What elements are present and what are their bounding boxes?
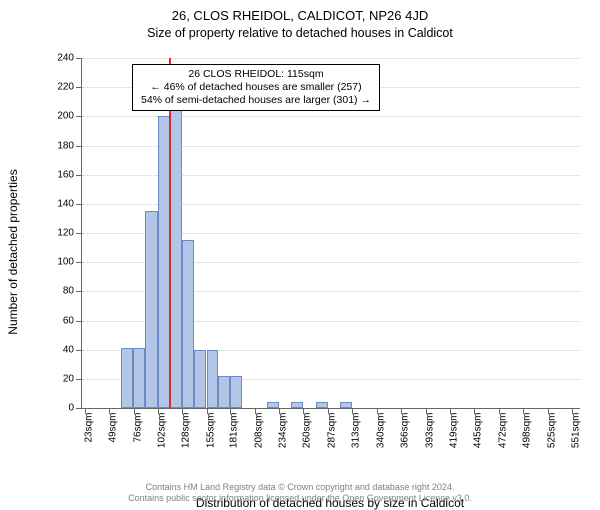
histogram-bar xyxy=(291,402,303,408)
histogram-bar xyxy=(194,350,207,408)
x-tick-label: 340sqm xyxy=(376,413,387,449)
x-tick-label: 208sqm xyxy=(254,413,265,449)
annotation-line-2: ← 46% of detached houses are smaller (25… xyxy=(141,81,371,94)
y-tick xyxy=(76,262,82,263)
footer-line-1: Contains HM Land Registry data © Crown c… xyxy=(0,482,600,493)
x-tick-label: 76sqm xyxy=(132,413,143,443)
histogram-bar xyxy=(133,348,145,408)
histogram-bar xyxy=(316,402,328,408)
x-tick-label: 393sqm xyxy=(424,413,435,449)
histogram-bar xyxy=(145,211,158,408)
y-tick-label: 200 xyxy=(50,111,74,122)
y-tick xyxy=(76,233,82,234)
chart-container: Number of detached properties 0204060801… xyxy=(45,52,581,452)
x-tick-label: 472sqm xyxy=(497,413,508,449)
y-tick-label: 160 xyxy=(50,169,74,180)
x-tick-label: 23sqm xyxy=(83,413,94,443)
footer-line-2: Contains public sector information licen… xyxy=(0,493,600,504)
x-tick-label: 498sqm xyxy=(521,413,532,449)
x-tick-label: 234sqm xyxy=(278,413,289,449)
y-tick-label: 40 xyxy=(50,344,74,355)
y-tick xyxy=(76,87,82,88)
histogram-bar xyxy=(182,240,194,408)
x-tick-label: 181sqm xyxy=(229,413,240,449)
y-tick xyxy=(76,350,82,351)
histogram-bar xyxy=(170,102,182,408)
address-header: 26, CLOS RHEIDOL, CALDICOT, NP26 4JD xyxy=(0,8,600,23)
histogram-bar xyxy=(340,402,352,408)
y-tick xyxy=(76,175,82,176)
annotation-line-1: 26 CLOS RHEIDOL: 115sqm xyxy=(141,68,371,81)
x-tick-label: 313sqm xyxy=(351,413,362,449)
x-tick-label: 102sqm xyxy=(156,413,167,449)
histogram-bar xyxy=(267,402,279,408)
plot-area: 02040608010012014016018020022024023sqm49… xyxy=(81,58,580,409)
histogram-bar xyxy=(207,350,219,408)
y-tick xyxy=(76,408,82,409)
y-tick-label: 180 xyxy=(50,140,74,151)
histogram-bar xyxy=(218,376,230,408)
x-tick-label: 155sqm xyxy=(205,413,216,449)
chart-title: Size of property relative to detached ho… xyxy=(0,26,600,40)
y-tick xyxy=(76,291,82,292)
grid-line xyxy=(82,58,580,59)
x-tick-label: 287sqm xyxy=(327,413,338,449)
x-tick-label: 525sqm xyxy=(546,413,557,449)
y-axis-label: Number of detached properties xyxy=(6,169,20,334)
x-tick-label: 128sqm xyxy=(180,413,191,449)
x-tick-label: 551sqm xyxy=(570,413,581,449)
y-tick xyxy=(76,204,82,205)
y-tick xyxy=(76,321,82,322)
y-tick-label: 80 xyxy=(50,286,74,297)
histogram-bar xyxy=(121,348,133,408)
annotation-box: 26 CLOS RHEIDOL: 115sqm ← 46% of detache… xyxy=(132,64,380,111)
x-tick-label: 419sqm xyxy=(448,413,459,449)
x-tick-label: 445sqm xyxy=(472,413,483,449)
footer: Contains HM Land Registry data © Crown c… xyxy=(0,482,600,505)
y-tick-label: 120 xyxy=(50,228,74,239)
x-tick-label: 49sqm xyxy=(107,413,118,443)
y-tick xyxy=(76,146,82,147)
x-tick-label: 366sqm xyxy=(400,413,411,449)
annotation-line-3: 54% of semi-detached houses are larger (… xyxy=(141,94,371,107)
y-tick xyxy=(76,379,82,380)
y-tick-label: 100 xyxy=(50,257,74,268)
y-tick-label: 220 xyxy=(50,82,74,93)
y-tick xyxy=(76,58,82,59)
x-tick-label: 260sqm xyxy=(302,413,313,449)
y-tick-label: 20 xyxy=(50,373,74,384)
y-tick-label: 240 xyxy=(50,53,74,64)
y-tick-label: 60 xyxy=(50,315,74,326)
histogram-bar xyxy=(230,376,242,408)
y-tick-label: 140 xyxy=(50,198,74,209)
y-tick-label: 0 xyxy=(50,403,74,414)
y-tick xyxy=(76,116,82,117)
